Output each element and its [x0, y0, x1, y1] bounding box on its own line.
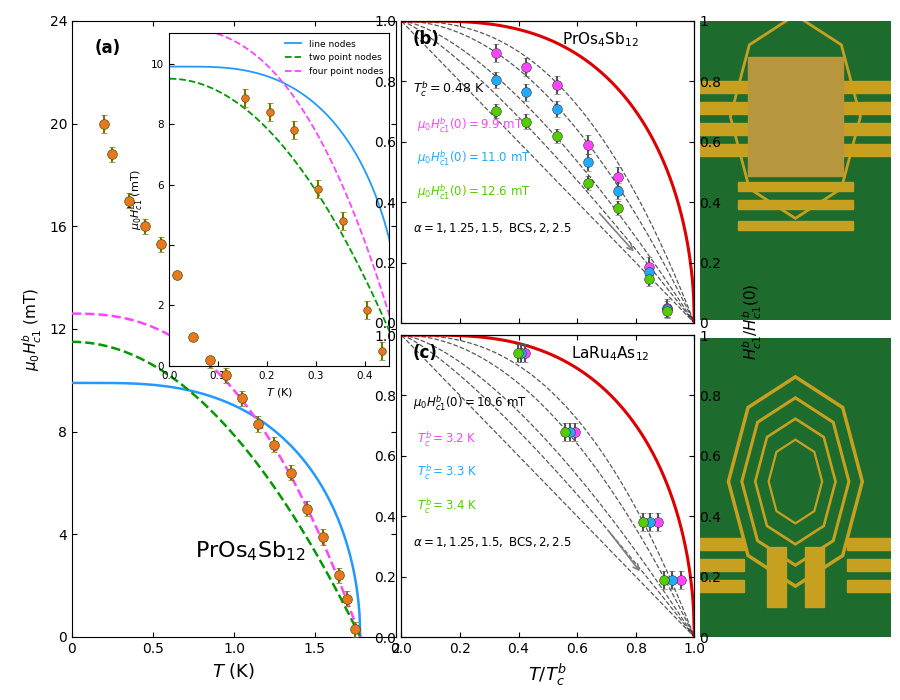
Text: LaRu$_4$As$_{12}$: LaRu$_4$As$_{12}$: [572, 344, 650, 363]
Bar: [696, 102, 748, 113]
Text: $T^b_c = 3.3$ K: $T^b_c = 3.3$ K: [418, 463, 478, 482]
Text: (b): (b): [413, 30, 440, 48]
Bar: [738, 221, 852, 230]
Bar: [847, 580, 895, 592]
Bar: [843, 144, 895, 155]
Bar: [847, 538, 895, 550]
Text: (a): (a): [94, 39, 121, 57]
X-axis label: $T$ (K): $T$ (K): [212, 662, 256, 681]
Text: PrOs$_4$Sb$_{12}$: PrOs$_4$Sb$_{12}$: [195, 539, 306, 563]
Text: $\mu_0 H^b_{c1}(0) = 11.0$ mT: $\mu_0 H^b_{c1}(0) = 11.0$ mT: [418, 149, 531, 169]
Text: $\mu_0 H^b_{c1}(0) = 10.6$ mT: $\mu_0 H^b_{c1}(0) = 10.6$ mT: [413, 393, 526, 413]
Bar: [847, 559, 895, 571]
Bar: [843, 102, 895, 113]
Bar: [748, 57, 843, 176]
Text: $T^b_c = 3.4$ K: $T^b_c = 3.4$ K: [418, 496, 478, 516]
Text: $H^b_{c1} / H^b_{c1}(0)$: $H^b_{c1} / H^b_{c1}(0)$: [742, 284, 764, 360]
Text: $T^b_c = 0.48$ K: $T^b_c = 0.48$ K: [413, 80, 485, 99]
Bar: [767, 547, 786, 607]
Bar: [696, 559, 743, 571]
Text: $\mu_0 H^b_{c1}(0) = 12.6$ mT: $\mu_0 H^b_{c1}(0) = 12.6$ mT: [418, 182, 531, 202]
Bar: [843, 80, 895, 93]
Bar: [696, 144, 748, 155]
Text: $\alpha = 1, 1.25, 1.5,$ BCS$, 2, 2.5$: $\alpha = 1, 1.25, 1.5,$ BCS$, 2, 2.5$: [413, 221, 572, 235]
Bar: [696, 122, 748, 134]
Bar: [696, 580, 743, 592]
Bar: [696, 538, 743, 550]
Bar: [738, 200, 852, 209]
Bar: [738, 183, 852, 191]
Text: $\mu_0 H^b_{c1}(0) = 9.9$ mT: $\mu_0 H^b_{c1}(0) = 9.9$ mT: [418, 116, 524, 135]
X-axis label: $T/T^b_c$: $T/T^b_c$: [528, 662, 567, 687]
Text: $\alpha = 1, 1.25, 1.5,$ BCS$, 2, 2.5$: $\alpha = 1, 1.25, 1.5,$ BCS$, 2, 2.5$: [413, 536, 572, 550]
Y-axis label: $\mu_0 H^b_{c1}$ (mT): $\mu_0 H^b_{c1}$ (mT): [21, 288, 44, 370]
Bar: [805, 547, 824, 607]
Text: $T^b_c = 3.2$ K: $T^b_c = 3.2$ K: [418, 430, 477, 449]
Bar: [696, 80, 748, 93]
Text: PrOs$_4$Sb$_{12}$: PrOs$_4$Sb$_{12}$: [562, 30, 639, 49]
Text: (c): (c): [413, 344, 438, 362]
Bar: [843, 122, 895, 134]
